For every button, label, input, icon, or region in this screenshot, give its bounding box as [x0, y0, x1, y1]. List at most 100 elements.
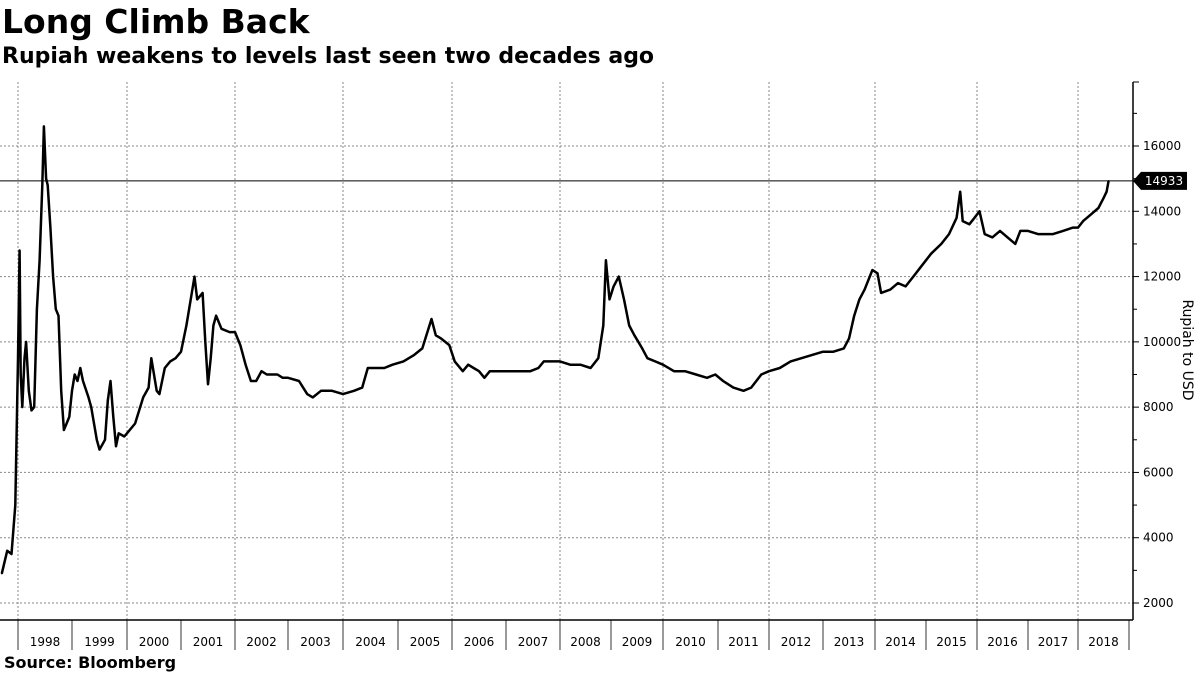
data-point — [28, 390, 30, 392]
data-point — [155, 390, 158, 392]
data-point — [1102, 197, 1105, 200]
data-point — [1027, 230, 1029, 232]
data-point — [281, 376, 284, 379]
x-tick-label: 2012 — [781, 635, 812, 649]
data-point — [45, 177, 47, 180]
data-point — [19, 373, 22, 376]
data-point — [722, 380, 724, 382]
data-point — [23, 357, 26, 359]
data-point — [0, 572, 3, 575]
data-point — [228, 331, 231, 333]
data-point — [366, 367, 369, 369]
data-point — [1037, 233, 1039, 235]
data-point — [123, 435, 126, 438]
data-point — [779, 367, 781, 369]
data-point — [52, 275, 54, 278]
data-point — [537, 367, 540, 369]
data-point — [940, 243, 943, 245]
data-point — [646, 357, 649, 359]
data-point — [510, 370, 513, 373]
data-point — [863, 288, 866, 291]
data-point — [876, 272, 879, 275]
x-tick-label: 2011 — [728, 635, 759, 649]
data-point — [597, 357, 600, 359]
data-point — [402, 360, 405, 363]
data-point — [112, 416, 115, 418]
data-point — [90, 406, 93, 408]
data-point — [180, 350, 182, 353]
y-tick-label: 8000 — [1143, 400, 1174, 414]
data-point — [38, 259, 41, 262]
data-point — [467, 363, 470, 366]
data-point — [73, 373, 76, 376]
data-point — [440, 337, 443, 340]
data-point — [98, 448, 101, 451]
data-point — [569, 363, 571, 366]
last-value-badge — [1133, 171, 1187, 190]
data-point — [695, 373, 697, 376]
data-point — [353, 390, 355, 392]
x-tick-label: 2004 — [355, 635, 386, 649]
data-point — [14, 504, 17, 506]
data-point — [742, 390, 745, 392]
data-point — [375, 367, 377, 369]
data-point — [435, 334, 437, 337]
data-point — [478, 370, 480, 373]
data-point — [843, 347, 845, 350]
data-point — [618, 275, 620, 278]
data-point — [298, 380, 300, 382]
data-point — [750, 386, 752, 389]
y-axis-label: Rupiah to USD — [1179, 299, 1195, 400]
data-point — [612, 285, 615, 288]
data-point — [800, 357, 803, 359]
data-point — [383, 367, 386, 369]
data-point — [1006, 236, 1009, 239]
data-point — [1052, 233, 1054, 235]
x-tick-label: 2010 — [675, 635, 706, 649]
data-point — [342, 393, 344, 395]
data-point — [1089, 213, 1092, 216]
data-point — [10, 553, 13, 555]
data-point — [46, 184, 49, 186]
data-point — [1077, 226, 1079, 229]
x-tick-label: 2014 — [885, 635, 916, 649]
data-point — [930, 252, 932, 255]
x-tick-label: 2001 — [193, 635, 224, 649]
x-tick-label: 2013 — [834, 635, 865, 649]
data-point — [117, 432, 120, 435]
data-point — [71, 390, 73, 392]
data-point — [413, 354, 416, 356]
x-tick-label: 2015 — [936, 635, 967, 649]
y-tick-label: 6000 — [1143, 465, 1174, 479]
data-point — [968, 223, 971, 226]
data-point — [811, 354, 813, 356]
data-point — [196, 298, 198, 301]
data-point — [543, 360, 545, 363]
data-point — [6, 549, 8, 552]
y-tick-label: 16000 — [1143, 139, 1181, 153]
data-point — [215, 314, 217, 317]
data-point — [287, 376, 289, 379]
x-tick-label: 2005 — [410, 635, 441, 649]
data-point — [920, 265, 922, 268]
data-point — [76, 380, 79, 382]
data-point — [521, 370, 523, 373]
data-point — [641, 347, 643, 350]
data-point — [608, 298, 611, 301]
data-point — [104, 438, 106, 441]
data-point — [848, 337, 850, 340]
data-point — [453, 360, 456, 363]
data-point — [36, 308, 38, 311]
data-point — [623, 298, 625, 301]
data-point — [68, 416, 71, 418]
data-point — [276, 373, 279, 376]
data-point — [65, 422, 68, 425]
data-point — [961, 220, 964, 222]
data-point — [49, 226, 52, 229]
data-point — [331, 390, 333, 392]
data-point — [673, 370, 675, 373]
data-point — [1019, 230, 1022, 232]
data-point — [21, 406, 24, 408]
data-point — [768, 370, 770, 373]
data-point — [209, 357, 212, 359]
